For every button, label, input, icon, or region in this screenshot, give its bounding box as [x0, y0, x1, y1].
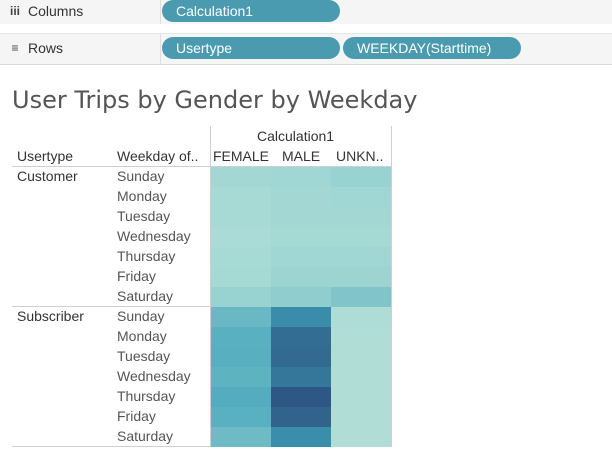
heatmap-cell[interactable]	[211, 367, 271, 387]
heatmap-cell[interactable]	[271, 307, 331, 327]
heatmap-cell[interactable]	[271, 267, 331, 287]
row-label-day: Thursday	[117, 248, 176, 264]
rows-icon: ≡	[11, 41, 19, 55]
heatmap-cell[interactable]	[211, 387, 271, 407]
row-label-day: Sunday	[117, 168, 165, 184]
row-label-day: Sunday	[117, 308, 165, 324]
heatmap-cell[interactable]	[331, 347, 391, 367]
row-label-day: Wednesday	[117, 228, 191, 244]
heatmap-cell[interactable]	[271, 367, 331, 387]
heatmap-cell[interactable]	[211, 307, 271, 327]
heatmap-cell[interactable]	[211, 427, 271, 447]
row-label-day: Thursday	[117, 388, 176, 404]
shelf-divider	[160, 34, 161, 64]
pill-usertype[interactable]: Usertype	[162, 37, 340, 59]
heatmap-cell[interactable]	[211, 347, 271, 367]
heatmap-cell[interactable]	[331, 187, 391, 207]
rows-shelf[interactable]: ≡ Rows Usertype WEEKDAY(Starttime)	[0, 33, 612, 65]
row-label-day: Friday	[117, 268, 156, 284]
heatmap-cell[interactable]	[211, 167, 271, 187]
row-label-day: Friday	[117, 408, 156, 424]
bottom-divider	[12, 446, 392, 447]
row-header-weekday[interactable]: Weekday of..	[117, 148, 199, 164]
heatmap-cell[interactable]	[331, 407, 391, 427]
heatmap-cell[interactable]	[331, 387, 391, 407]
group-label-subscriber[interactable]: Subscriber	[17, 308, 84, 324]
heatmap-cell[interactable]	[331, 207, 391, 227]
heatmap-cell[interactable]	[211, 267, 271, 287]
rows-label-text: Rows	[28, 40, 64, 56]
group-divider	[12, 306, 392, 307]
columns-label-text: Columns	[28, 3, 84, 19]
heatmap-cell[interactable]	[271, 187, 331, 207]
group-label-customer[interactable]: Customer	[17, 168, 78, 184]
row-label-day: Tuesday	[117, 208, 171, 224]
pill-calculation1[interactable]: Calculation1	[162, 0, 340, 22]
columns-shelf-label: iii Columns	[8, 3, 83, 19]
heatmap-cell[interactable]	[211, 187, 271, 207]
header-divider	[12, 166, 392, 167]
heatmap-cell[interactable]	[271, 167, 331, 187]
columns-icon: iii	[9, 4, 20, 18]
heatmap-cell[interactable]	[331, 427, 391, 447]
heatmap-cell[interactable]	[211, 247, 271, 267]
shelf-gap	[0, 24, 612, 33]
heatmap-cell[interactable]	[211, 207, 271, 227]
row-label-day: Monday	[117, 328, 167, 344]
column-header-unknown[interactable]: UNKN..	[336, 148, 384, 164]
row-label-day: Monday	[117, 188, 167, 204]
heatmap-cell[interactable]	[331, 287, 391, 307]
column-header-female[interactable]: FEMALE	[213, 148, 270, 164]
heatmap-cell[interactable]	[271, 427, 331, 447]
columns-shelf[interactable]: iii Columns Calculation1	[0, 0, 612, 25]
rows-shelf-label: ≡ Rows	[8, 40, 63, 56]
heatmap-cell[interactable]	[211, 327, 271, 347]
heatmap-cell[interactable]	[211, 287, 271, 307]
heatmap-cell[interactable]	[271, 407, 331, 427]
heatmap-cell[interactable]	[331, 327, 391, 347]
heatmap-cell[interactable]	[271, 387, 331, 407]
heatmap-cell[interactable]	[271, 207, 331, 227]
heatmap-cell[interactable]	[331, 307, 391, 327]
column-header-male[interactable]: MALE	[282, 148, 321, 164]
row-label-day: Saturday	[117, 288, 174, 304]
heatmap-cell[interactable]	[331, 227, 391, 247]
column-group-header: Calculation1	[257, 128, 335, 144]
heatmap-cell[interactable]	[271, 327, 331, 347]
viz-title: User Trips by Gender by Weekday	[12, 86, 418, 114]
heatmap-cell[interactable]	[331, 167, 391, 187]
heatmap-cell[interactable]	[211, 227, 271, 247]
heatmap-cell[interactable]	[211, 407, 271, 427]
heatmap-cell[interactable]	[331, 247, 391, 267]
row-label-day: Tuesday	[117, 348, 171, 364]
heatmap-cell[interactable]	[331, 367, 391, 387]
row-label-day: Saturday	[117, 428, 174, 444]
heatmap-cell[interactable]	[331, 267, 391, 287]
heatmap-cell[interactable]	[271, 227, 331, 247]
grid-divider	[391, 126, 392, 447]
pill-weekday-starttime[interactable]: WEEKDAY(Starttime)	[343, 37, 521, 59]
row-header-usertype[interactable]: Usertype	[17, 148, 74, 164]
heatmap-cell[interactable]	[271, 247, 331, 267]
shelf-divider	[160, 0, 161, 24]
heatmap-cell[interactable]	[271, 287, 331, 307]
row-label-day: Wednesday	[117, 368, 191, 384]
heatmap-cell[interactable]	[271, 347, 331, 367]
grid-divider	[210, 126, 211, 447]
